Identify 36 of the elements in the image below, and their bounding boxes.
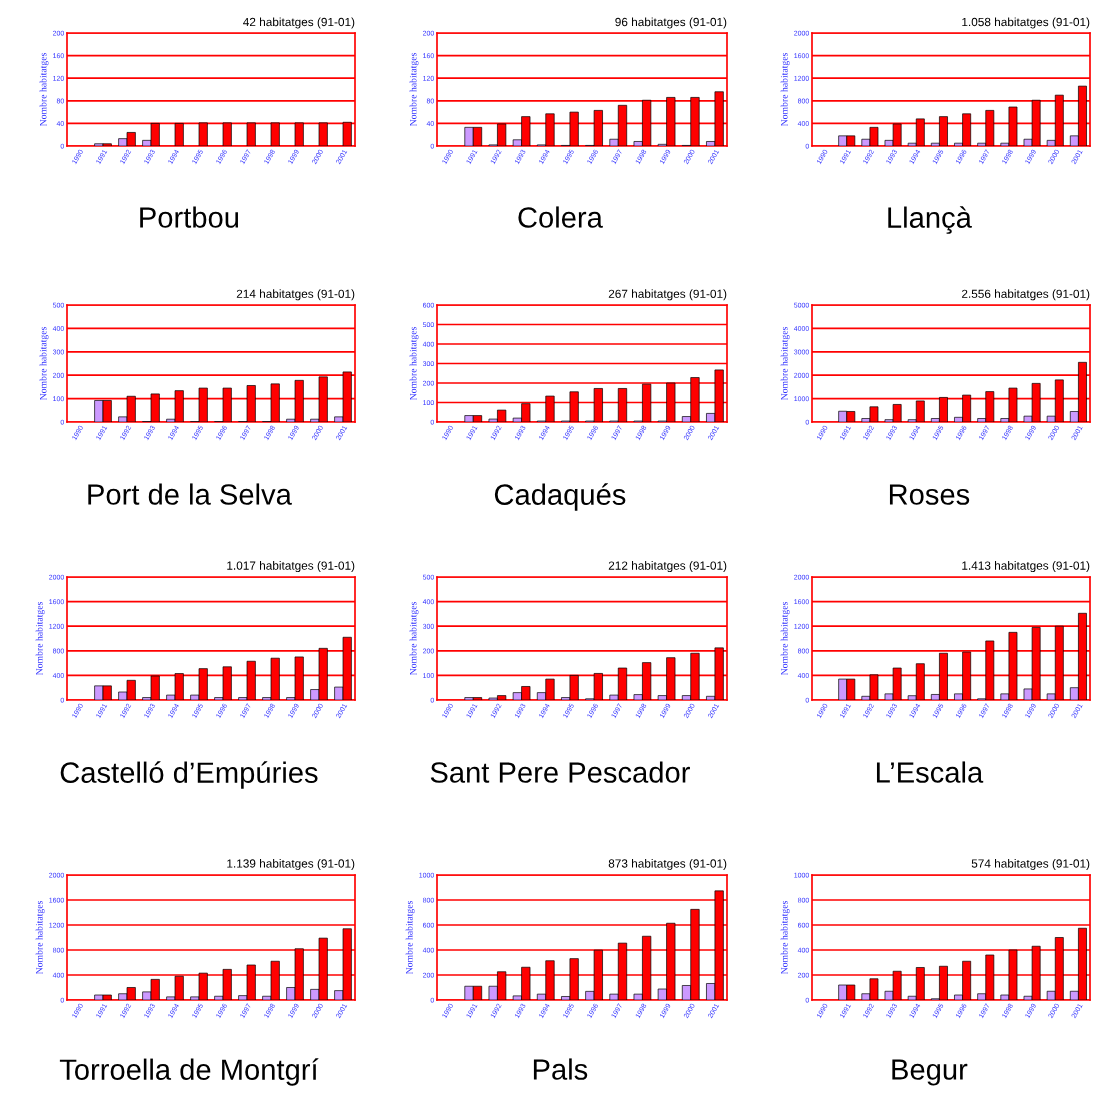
y-axis-title: Nombre habitatges [780,602,790,676]
text: Cadaqués [494,483,626,511]
chart-subtitle: 42 habitatges (91-01) [243,17,355,29]
text: L’Escala [876,761,984,783]
text: Colera [518,206,603,228]
text: Llançà [888,206,972,234]
y-axis-title: Nombre habitatges [35,901,45,975]
chart-subtitle: 873 habitatges (91-01) [608,858,727,870]
y-axis-title: Nombre habitatges [780,53,790,127]
chart-subtitle: 574 habitatges (91-01) [971,858,1090,870]
chart-subtitle: 1.058 habitatges (91-01) [962,17,1090,29]
text: Begur [892,1059,968,1086]
chart-subtitle: 1.413 habitatges (91-01) [962,561,1090,573]
chart-subtitle: 212 habitatges (91-01) [608,561,727,573]
text: Sant Pere Pescador [430,761,690,783]
text: Portbou [140,206,239,228]
chart-subtitle: 2.556 habitatges (91-01) [961,289,1090,301]
y-axis-title: Nombre habitatges [780,901,790,975]
text: Pals [533,1058,588,1080]
y-axis-title: Nombre habitatges [780,327,790,401]
chart-subtitle: 1.139 habitatges (91-01) [227,858,355,870]
y-axis-title: Nombre habitatges [39,327,49,401]
text: Port de la Selva [88,483,292,505]
chart-subtitle: 1.017 habitatges (91-01) [227,561,355,573]
text: Torroella de Montgrí [59,1058,319,1086]
text: Roses [889,484,970,505]
chart-subtitle: 267 habitatges (91-01) [608,289,727,301]
chart-subtitle: 214 habitatges (91-01) [236,289,355,301]
y-axis-title: Nombre habitatges [409,327,419,401]
chart-subtitle: 96 habitatges (91-01) [615,17,727,29]
y-axis-title: Nombre habitatges [35,602,45,676]
text: Castelló d’Empúries [60,761,318,789]
y-axis-title: Nombre habitatges [39,53,49,127]
y-axis-title: Nombre habitatges [405,901,415,975]
y-axis-title: Nombre habitatges [409,602,419,676]
y-axis-title: Nombre habitatges [409,53,419,127]
